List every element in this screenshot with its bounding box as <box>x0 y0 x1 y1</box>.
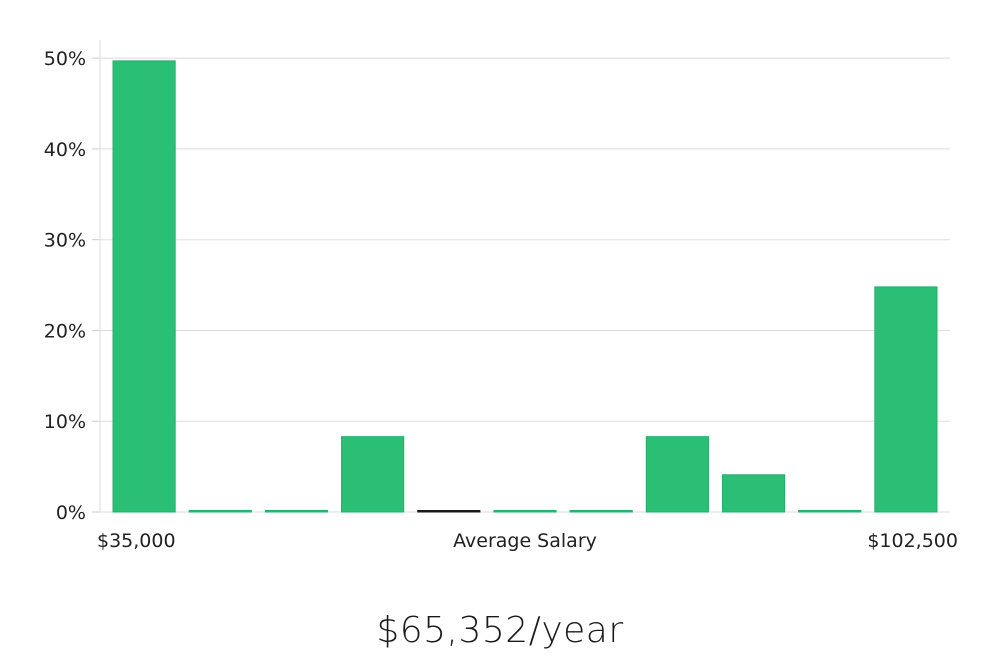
axes <box>92 40 950 513</box>
y-tick-label: 30% <box>44 230 86 252</box>
x-max-label: $102,500 <box>867 530 958 552</box>
histogram-bar <box>341 436 405 513</box>
y-tick-label: 50% <box>44 48 86 70</box>
histogram-bar <box>645 436 709 513</box>
average-salary-summary: $65,352/year <box>376 610 624 651</box>
histogram-bar <box>798 510 862 513</box>
y-tick-label: 20% <box>44 320 86 342</box>
x-axis-title: Average Salary <box>453 530 597 552</box>
histogram-bar <box>569 510 633 513</box>
histogram-bar <box>493 510 557 513</box>
y-tick-labels: 0% 10% 20% 30% 40% 50% <box>44 48 86 524</box>
histogram-bar <box>721 474 786 513</box>
y-tick-label: 40% <box>44 139 86 161</box>
histogram-bar <box>417 510 481 513</box>
histogram-bar <box>188 510 252 513</box>
histogram-bar <box>112 60 176 513</box>
x-min-label: $35,000 <box>97 530 176 552</box>
histogram-bar <box>264 510 329 513</box>
bars <box>112 60 938 513</box>
y-tick-label: 0% <box>56 502 86 524</box>
salary-histogram: 0% 10% 20% 30% 40% 50% $35,000 Average Salary… <box>44 40 958 552</box>
histogram-bar <box>874 286 938 513</box>
y-tick-label: 10% <box>44 411 86 433</box>
grid-lines <box>100 57 950 422</box>
